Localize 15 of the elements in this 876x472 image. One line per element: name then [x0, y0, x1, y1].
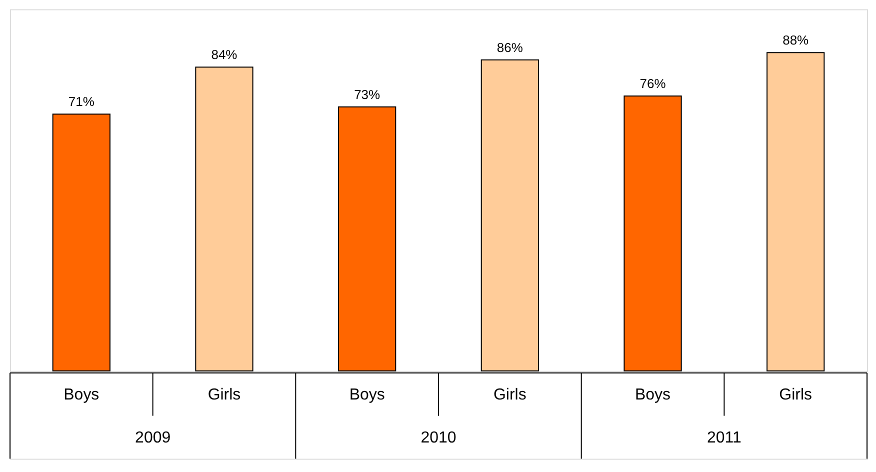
text: Boys	[349, 386, 385, 404]
text: Boys	[634, 386, 671, 404]
series-label: Boys	[64, 386, 100, 404]
data-label: 86%	[496, 40, 524, 55]
text: Girls	[494, 386, 526, 404]
data-label: 88%	[782, 32, 810, 48]
x-tick-label: 2010	[420, 429, 456, 446]
x-tick-label: 2011	[707, 429, 742, 446]
data-label: 76%	[640, 76, 666, 92]
data-label: 71%	[68, 94, 95, 110]
data-label: 73%	[354, 86, 381, 102]
series-label: Girls	[208, 386, 241, 404]
data-label: 84%	[211, 47, 238, 62]
x-tick-label: 2009	[135, 429, 171, 446]
text: Girls	[779, 386, 812, 404]
